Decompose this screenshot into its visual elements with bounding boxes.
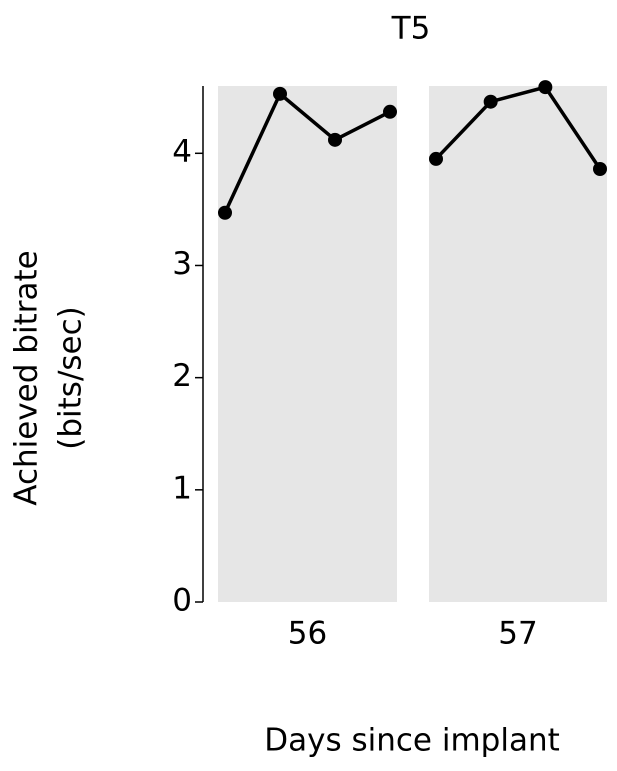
data-point (429, 151, 443, 166)
y-tick-label: 0 (172, 583, 192, 619)
y-tick-label: 2 (172, 358, 192, 394)
data-point (383, 104, 397, 119)
group-panel (429, 86, 607, 602)
data-point (273, 86, 287, 101)
data-point (593, 162, 607, 177)
y-tick-label: 3 (172, 246, 192, 282)
data-point (538, 80, 553, 95)
data-line (223, 91, 391, 214)
chart-title: T5 (391, 11, 431, 47)
x-tick-label: 57 (498, 616, 537, 652)
data-point (483, 94, 498, 109)
y-axis-label: Achieved bitrate (9, 250, 45, 505)
data-point (328, 132, 342, 147)
y-tick-label: 4 (172, 134, 192, 170)
y-tick-label: 1 (172, 470, 192, 506)
x-tick-label: 56 (288, 616, 327, 652)
data-line (434, 85, 602, 170)
group-panel (218, 86, 397, 602)
y-axis-label: (bits/sec) (53, 306, 89, 450)
data-point (218, 205, 232, 220)
x-axis-label: Days since implant (264, 723, 560, 759)
